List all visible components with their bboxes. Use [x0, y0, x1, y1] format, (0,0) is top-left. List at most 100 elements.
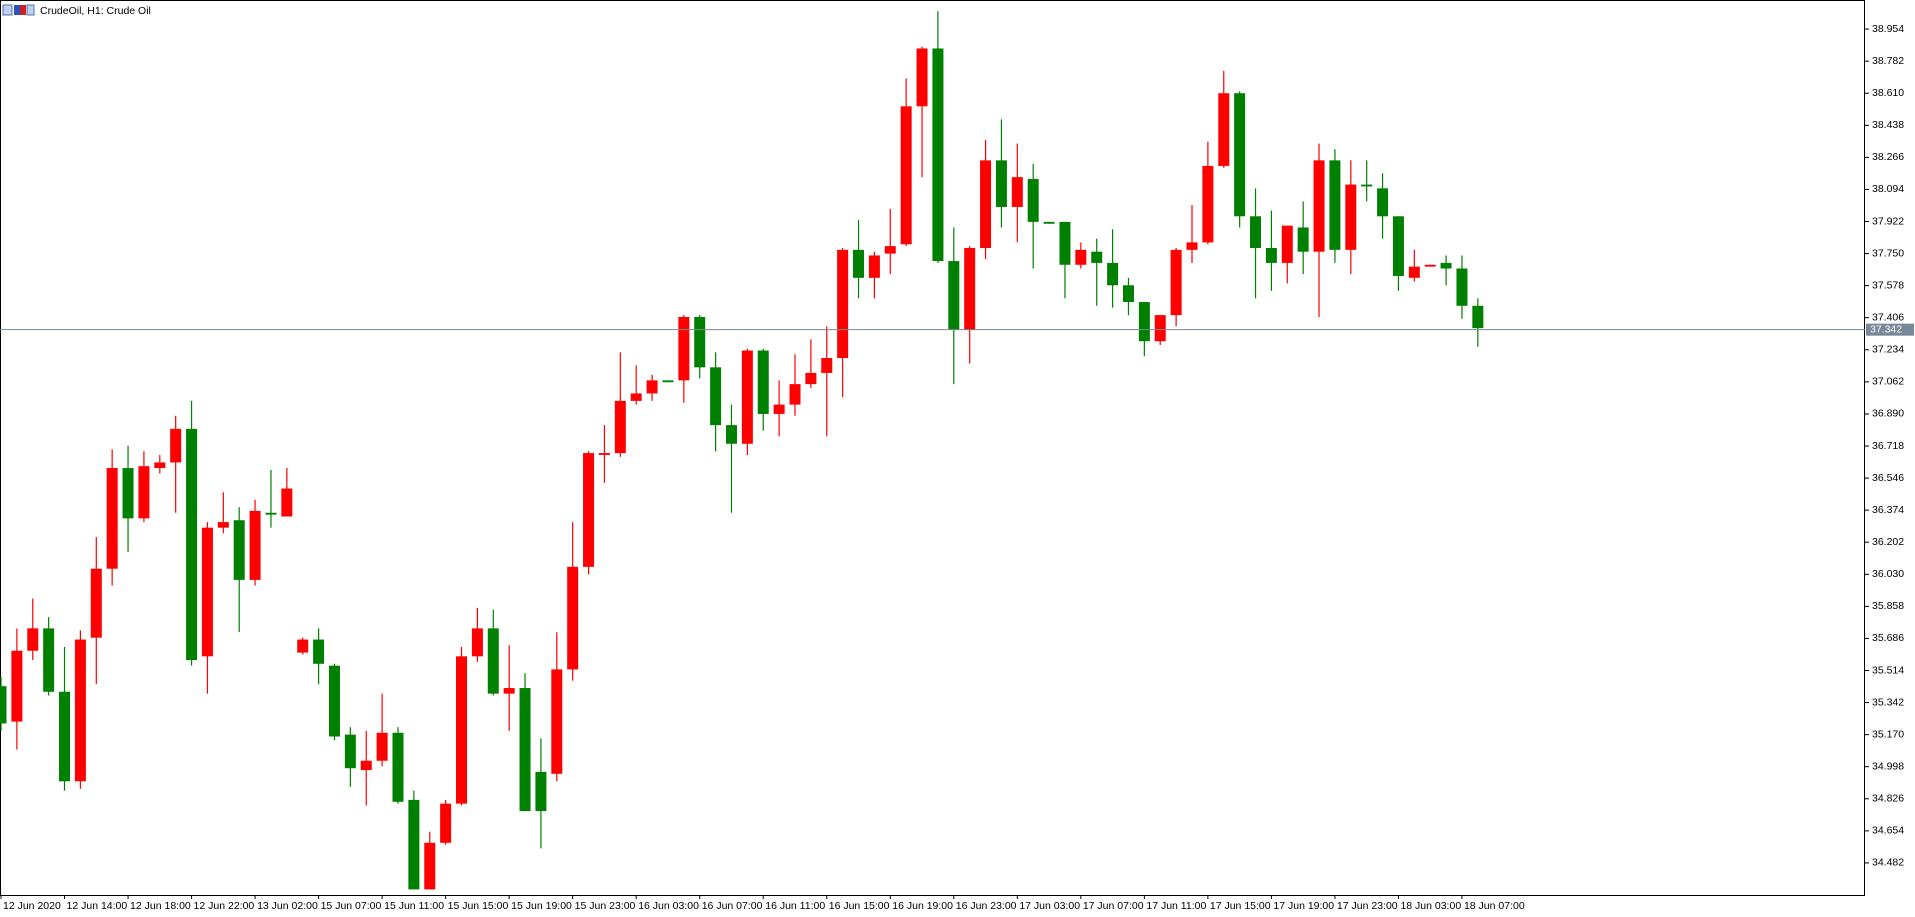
- candle-body: [821, 358, 833, 373]
- candle-body: [328, 665, 340, 737]
- x-tick-label: 15 Jun 11:00: [384, 900, 444, 912]
- candle-body: [440, 803, 452, 843]
- y-tick-label: 37.406: [1872, 312, 1904, 324]
- x-tick-label: 15 Jun 07:00: [321, 900, 382, 912]
- candle-body: [59, 691, 71, 782]
- y-tick-label: 34.482: [1872, 857, 1904, 869]
- candle-body: [201, 527, 213, 657]
- x-tick-label: 15 Jun 23:00: [575, 900, 636, 912]
- candle-body: [1265, 247, 1277, 263]
- candle-body: [487, 628, 499, 694]
- y-tick-label: 35.170: [1872, 728, 1904, 740]
- candle-body: [916, 48, 928, 107]
- x-tick-label: 13 Jun 02:00: [257, 900, 318, 912]
- price-label: 37.342: [1870, 323, 1902, 335]
- x-tick-label: 12 Jun 18:00: [130, 900, 191, 912]
- y-tick-label: 36.546: [1872, 472, 1904, 484]
- candle-body: [1107, 262, 1119, 286]
- y-tick-label: 37.750: [1872, 247, 1904, 259]
- y-tick-label: 34.654: [1872, 825, 1904, 837]
- candle-body: [789, 384, 801, 405]
- candle-body: [1297, 227, 1309, 252]
- y-tick-label: 35.514: [1872, 664, 1904, 676]
- candle-body: [376, 732, 388, 761]
- x-tick-label: 17 Jun 03:00: [1019, 900, 1080, 912]
- candle-body: [1186, 242, 1198, 250]
- candle-body: [964, 247, 976, 331]
- candle-body: [1091, 251, 1103, 263]
- candle-body: [471, 628, 483, 657]
- y-tick-label: 36.890: [1872, 408, 1904, 420]
- x-tick-label: 12 Jun 22:00: [194, 900, 255, 912]
- candle-body: [535, 771, 547, 812]
- candle-body: [170, 428, 182, 463]
- candle-body: [900, 106, 912, 245]
- candle-body: [710, 367, 722, 426]
- y-tick-label: 38.094: [1872, 183, 1904, 195]
- candle-body: [995, 160, 1007, 207]
- x-tick-label: 12 Jun 14:00: [67, 900, 128, 912]
- y-tick-label: 36.718: [1872, 440, 1904, 452]
- candle-body: [583, 453, 595, 567]
- x-tick-label: 12 Jun 2020: [3, 900, 61, 912]
- x-tick-label: 15 Jun 15:00: [448, 900, 509, 912]
- candle-body: [1059, 221, 1071, 265]
- candle-body: [1122, 285, 1134, 303]
- candle-body: [837, 249, 849, 358]
- candle-body: [805, 372, 817, 385]
- symbol-icon: [2, 4, 35, 16]
- x-tick-label: 17 Jun 19:00: [1273, 900, 1334, 912]
- candle-body: [1440, 262, 1452, 269]
- y-tick-label: 38.782: [1872, 55, 1904, 67]
- candle-body: [297, 639, 309, 653]
- y-tick-label: 38.266: [1872, 151, 1904, 163]
- candle-body: [614, 400, 626, 454]
- y-tick-label: 34.826: [1872, 793, 1904, 805]
- candle-body: [1361, 184, 1373, 187]
- candle-body: [646, 380, 658, 394]
- y-tick-label: 38.954: [1872, 23, 1904, 35]
- candle-body: [43, 628, 55, 692]
- candle-body: [0, 686, 7, 724]
- y-tick-label: 37.062: [1872, 376, 1904, 388]
- candle-body: [392, 732, 404, 802]
- candle-body: [154, 462, 166, 469]
- candle-body: [1345, 184, 1357, 250]
- candle-body: [630, 393, 642, 401]
- x-tick-label: 16 Jun 03:00: [638, 900, 699, 912]
- candle-body: [1472, 305, 1484, 329]
- candle-body: [186, 428, 198, 661]
- candle-body: [217, 522, 229, 528]
- candle-body: [1424, 264, 1436, 267]
- candle-body: [27, 628, 39, 651]
- candle-body: [424, 842, 436, 890]
- candle-body: [281, 488, 293, 517]
- candle-body: [932, 48, 944, 262]
- candle-body: [1138, 302, 1150, 342]
- y-tick-label: 35.342: [1872, 696, 1904, 708]
- candle-body: [884, 246, 896, 254]
- candle-body: [694, 316, 706, 368]
- candle-body: [1218, 93, 1230, 166]
- candle-body: [519, 688, 531, 812]
- candle-body: [980, 160, 992, 248]
- candle-body: [725, 425, 737, 444]
- candle-body: [106, 468, 118, 569]
- candle-body: [1456, 268, 1468, 306]
- x-tick-label: 16 Jun 19:00: [892, 900, 953, 912]
- candle-body: [1281, 225, 1293, 263]
- candle-body: [773, 404, 785, 414]
- candle-body: [138, 466, 150, 519]
- candle-body: [1234, 93, 1246, 217]
- candle-body: [122, 468, 134, 519]
- candle-body: [1202, 165, 1214, 243]
- candle-body: [1313, 160, 1325, 252]
- y-tick-label: 36.202: [1872, 536, 1904, 548]
- y-tick-label: 35.858: [1872, 600, 1904, 612]
- candle-body: [1392, 216, 1404, 276]
- candle-body: [344, 734, 356, 769]
- candle-body: [598, 453, 610, 455]
- candle-body: [678, 316, 690, 381]
- candle-body: [456, 656, 468, 804]
- x-tick-label: 17 Jun 11:00: [1146, 900, 1206, 912]
